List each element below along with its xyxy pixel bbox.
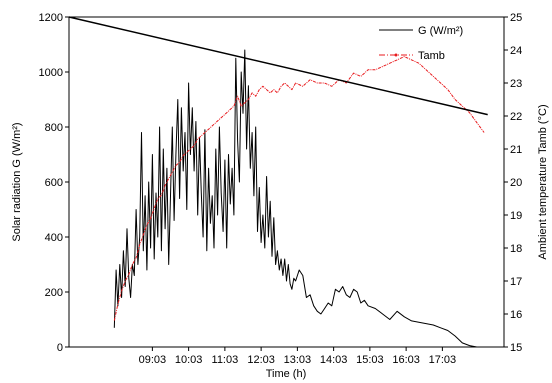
x-tick-label: 11:03 [212, 354, 239, 366]
left-tick-label: 400 [45, 232, 63, 244]
series-layer [68, 16, 492, 348]
left-tick-label: 1000 [39, 67, 63, 79]
x-tick-label: 12:03 [247, 354, 275, 366]
right-tick-label: 20 [510, 177, 522, 189]
x-tick-label: 17:03 [429, 354, 457, 366]
right-tick-label: 24 [510, 45, 522, 57]
left-tick-label: 600 [45, 177, 63, 189]
plot-area [68, 16, 505, 348]
legend: G (W/m²) Tamb [379, 25, 463, 62]
right-tick-label: 16 [510, 309, 522, 321]
right-axis-title: Ambient temperature Tamb (°C) [537, 104, 549, 259]
left-axis-title: Solar radiation G (W/m²) [11, 122, 23, 241]
series-g-line [113, 49, 492, 348]
right-tick-label: 21 [510, 144, 522, 156]
right-tick-label: 22 [510, 111, 522, 123]
x-tick-label: 15:03 [356, 354, 384, 366]
right-tick-label: 23 [510, 78, 522, 90]
legend-marker-tamb [394, 53, 398, 57]
right-axis: 15 16 17 18 19 20 21 22 23 24 25 [504, 12, 522, 354]
right-tick-label: 18 [510, 243, 522, 255]
left-tick-label: 800 [45, 122, 63, 134]
right-tick-label: 15 [510, 342, 522, 354]
series-tamb-line [113, 56, 485, 321]
x-tick-label: 13:03 [284, 354, 312, 366]
reference-line [68, 16, 488, 116]
right-tick-label: 19 [510, 210, 522, 222]
x-axis: 09:03 10:03 11:03 12:03 13:03 14:03 15:03 16:03… [139, 347, 457, 366]
x-tick-label: 09:03 [139, 354, 167, 366]
x-tick-label: 10:03 [175, 354, 203, 366]
x-axis-title: Time (h) [266, 368, 307, 380]
right-tick-label: 17 [510, 276, 522, 288]
left-tick-label: 200 [45, 287, 63, 299]
left-tick-label: 0 [57, 342, 63, 354]
x-tick-label: 14:03 [320, 354, 348, 366]
legend-label-g: G (W/m²) [418, 25, 463, 37]
right-tick-label: 25 [510, 12, 522, 24]
plot-frame [68, 16, 505, 348]
x-tick-label: 16:03 [392, 354, 420, 366]
left-axis: 0 200 400 600 800 1000 1200 [39, 12, 69, 354]
left-tick-label: 1200 [39, 12, 63, 24]
legend-label-tamb: Tamb [418, 50, 445, 62]
